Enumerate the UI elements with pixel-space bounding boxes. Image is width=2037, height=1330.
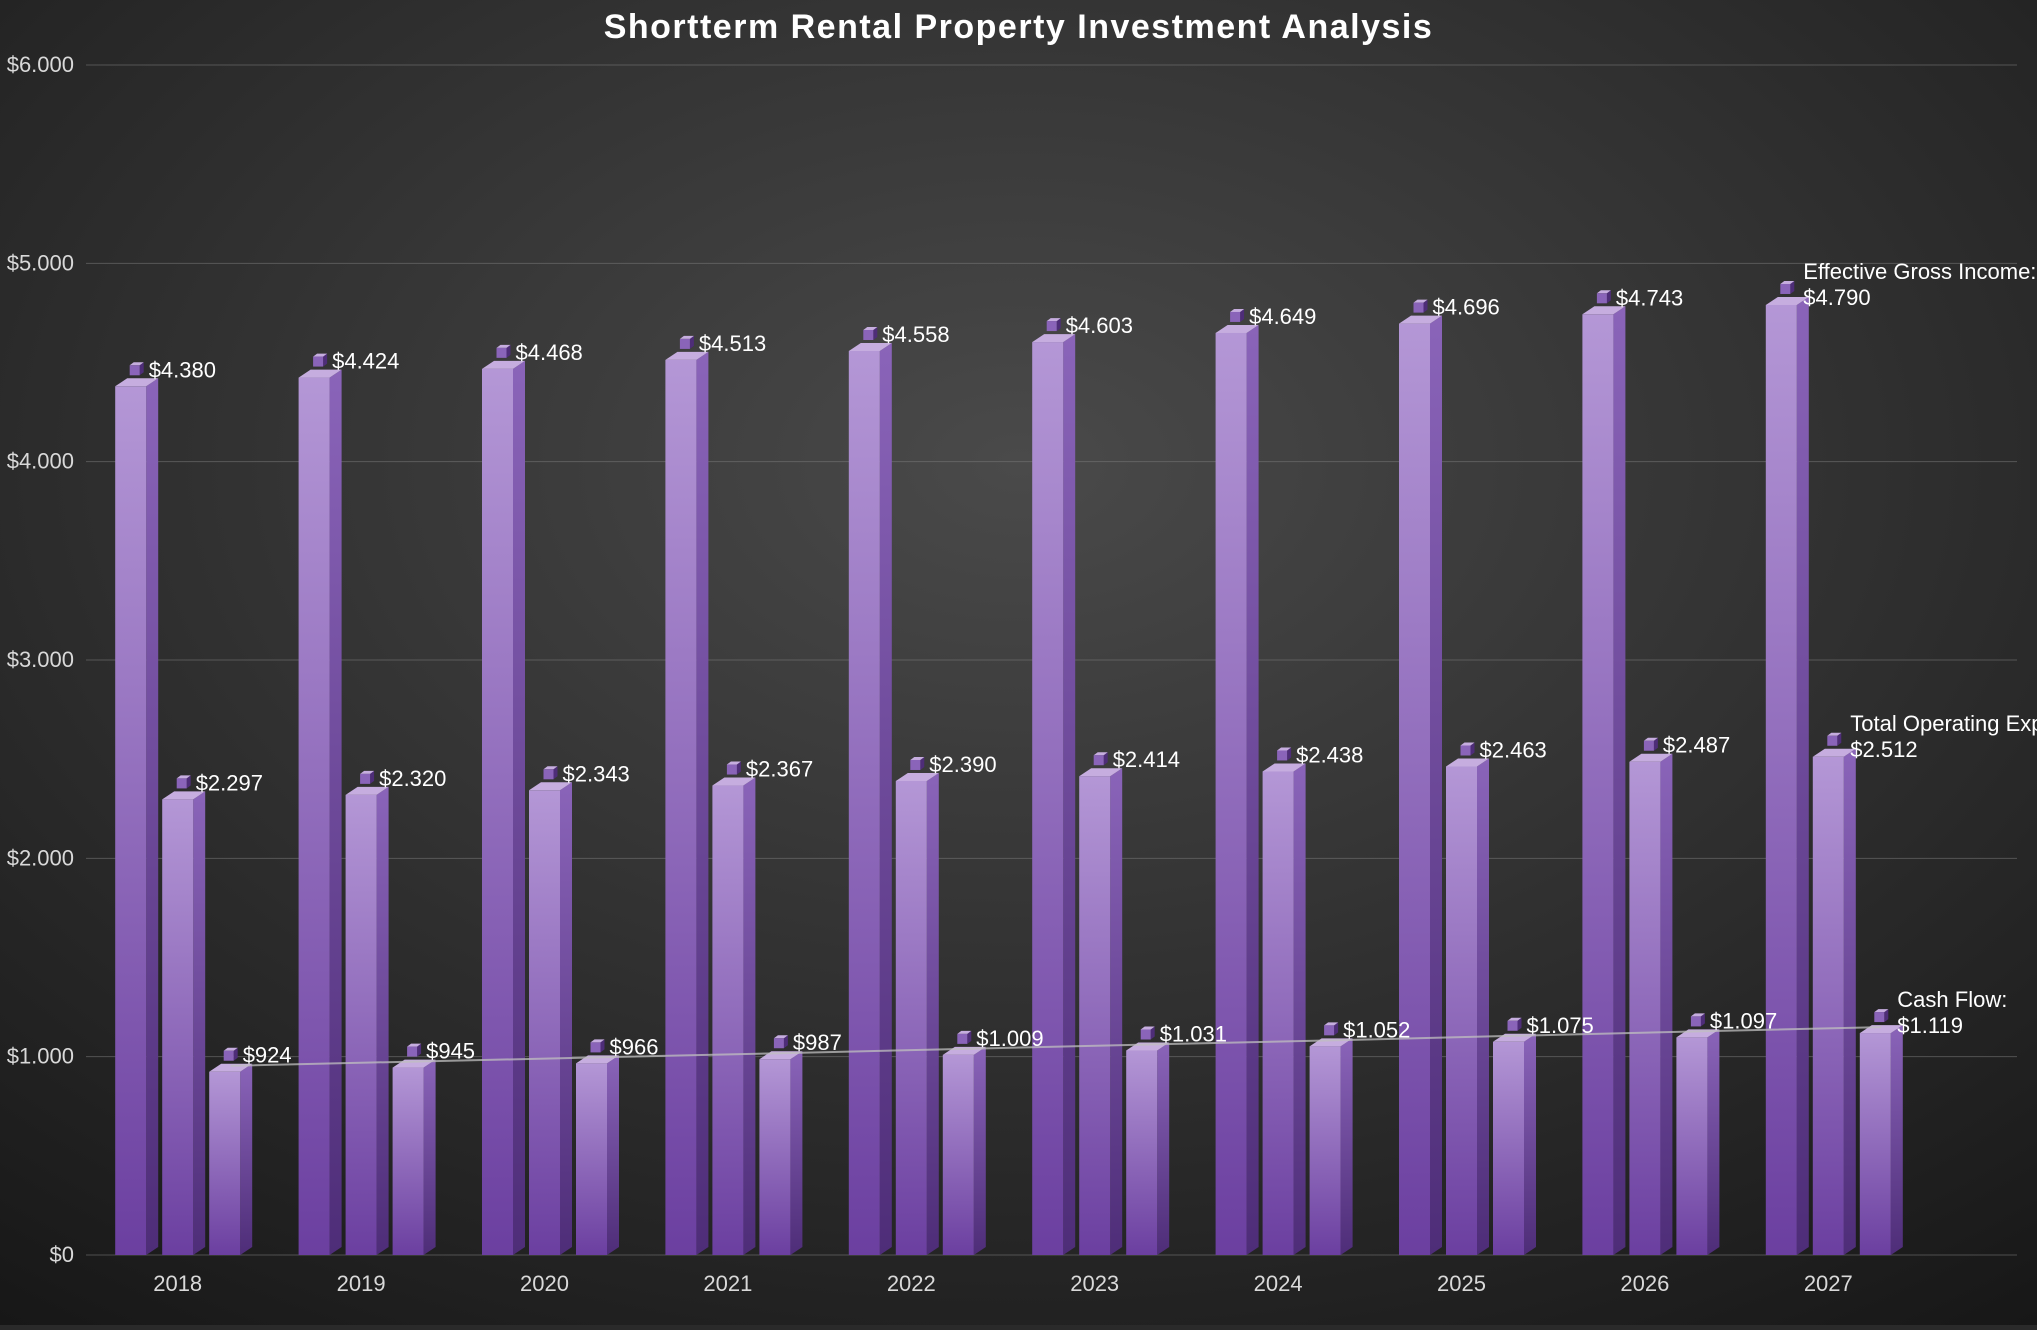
value-label: $1.009 <box>976 1026 1043 1051</box>
value-label: $2.320 <box>379 766 446 791</box>
value-label: $987 <box>793 1030 842 1055</box>
bar-2023-series-0 <box>1032 334 1075 1255</box>
bar-2021-series-1 <box>712 778 755 1255</box>
bar-2022-series-0 <box>849 343 892 1255</box>
bar-2023-series-1 <box>1079 768 1122 1255</box>
y-axis-label: $6.000 <box>7 52 74 77</box>
x-axis-label: 2021 <box>703 1271 752 1296</box>
value-label: $4.424 <box>332 349 399 374</box>
value-label: $1.097 <box>1710 1008 1777 1033</box>
x-axis-label: 2024 <box>1254 1271 1303 1296</box>
value-label: $4.743 <box>1616 285 1683 310</box>
chart-title: Shortterm Rental Property Investment Ana… <box>604 8 1434 46</box>
bar-2020-series-2 <box>576 1055 619 1255</box>
value-label: $1.031 <box>1160 1022 1227 1047</box>
y-axis-label: $1.000 <box>7 1044 74 1069</box>
x-axis-label: 2020 <box>520 1271 569 1296</box>
bar-2020-series-0 <box>482 361 525 1255</box>
bar-2024-series-2 <box>1310 1038 1353 1255</box>
y-axis-label: $3.000 <box>7 647 74 672</box>
bar-2025-series-0 <box>1399 316 1442 1255</box>
bar-2025-series-1 <box>1446 759 1489 1255</box>
y-axis-label: $4.000 <box>7 449 74 474</box>
x-axis-label: 2019 <box>337 1271 386 1296</box>
value-label: $2.367 <box>746 757 813 782</box>
value-label: $4.468 <box>516 340 583 365</box>
value-label: $4.380 <box>149 357 216 382</box>
value-label: $2.414 <box>1113 747 1180 772</box>
value-label: $945 <box>426 1039 475 1064</box>
value-label: $4.649 <box>1249 304 1316 329</box>
bar-2027-series-1 <box>1813 749 1856 1255</box>
bar-2021-series-0 <box>665 352 708 1255</box>
x-axis-label: 2023 <box>1070 1271 1119 1296</box>
x-axis-label: 2025 <box>1437 1271 1486 1296</box>
bar-2018-series-0 <box>115 378 158 1255</box>
bar-2022-series-1 <box>896 773 939 1255</box>
bar-2019-series-1 <box>346 787 389 1255</box>
value-label: $2.463 <box>1480 738 1547 763</box>
bar-2026-series-0 <box>1582 306 1625 1255</box>
x-axis-label: 2027 <box>1804 1271 1853 1296</box>
investment-analysis-chart: $0 $1.000 $2.000 $3.000 $4.000 $5.000 $6.000 $4… <box>0 0 2037 1325</box>
bar-2026-series-2 <box>1676 1029 1719 1255</box>
bar-2024-series-1 <box>1263 763 1306 1255</box>
y-axis-label: $5.000 <box>7 250 74 275</box>
x-axis-label: 2026 <box>1620 1271 1669 1296</box>
bar-2022-series-2 <box>943 1047 986 1255</box>
bar-2023-series-2 <box>1126 1043 1169 1255</box>
bar-2018-series-2 <box>209 1064 252 1255</box>
bar-2020-series-1 <box>529 782 572 1255</box>
value-label: $1.075 <box>1527 1013 1594 1038</box>
y-axis-label: $0 <box>50 1242 74 1267</box>
x-axis-label: 2018 <box>153 1271 202 1296</box>
value-label: $4.558 <box>882 322 949 347</box>
value-label: $2.343 <box>563 761 630 786</box>
value-label: $2.390 <box>929 752 996 777</box>
value-label: $924 <box>243 1043 292 1068</box>
bar-2027-series-0 <box>1766 297 1809 1255</box>
bar-2019-series-2 <box>393 1060 436 1255</box>
bar-2021-series-2 <box>759 1051 802 1255</box>
value-label: $1.052 <box>1343 1017 1410 1042</box>
bar-2024-series-0 <box>1216 325 1259 1255</box>
value-label: $4.603 <box>1066 313 1133 338</box>
value-label: $2.297 <box>196 770 263 795</box>
bar-2019-series-0 <box>299 370 342 1255</box>
bar-2025-series-2 <box>1493 1034 1536 1255</box>
bar-2026-series-1 <box>1629 754 1672 1255</box>
value-label: $2.487 <box>1663 733 1730 758</box>
y-axis-label: $2.000 <box>7 845 74 870</box>
value-label: $4.696 <box>1433 295 1500 320</box>
value-label: $2.438 <box>1296 742 1363 767</box>
bar-2018-series-1 <box>162 791 205 1255</box>
x-axis-label: 2022 <box>887 1271 936 1296</box>
bar-2027-series-2 <box>1860 1025 1903 1255</box>
value-label: $966 <box>610 1034 659 1059</box>
value-label: $4.513 <box>699 331 766 356</box>
